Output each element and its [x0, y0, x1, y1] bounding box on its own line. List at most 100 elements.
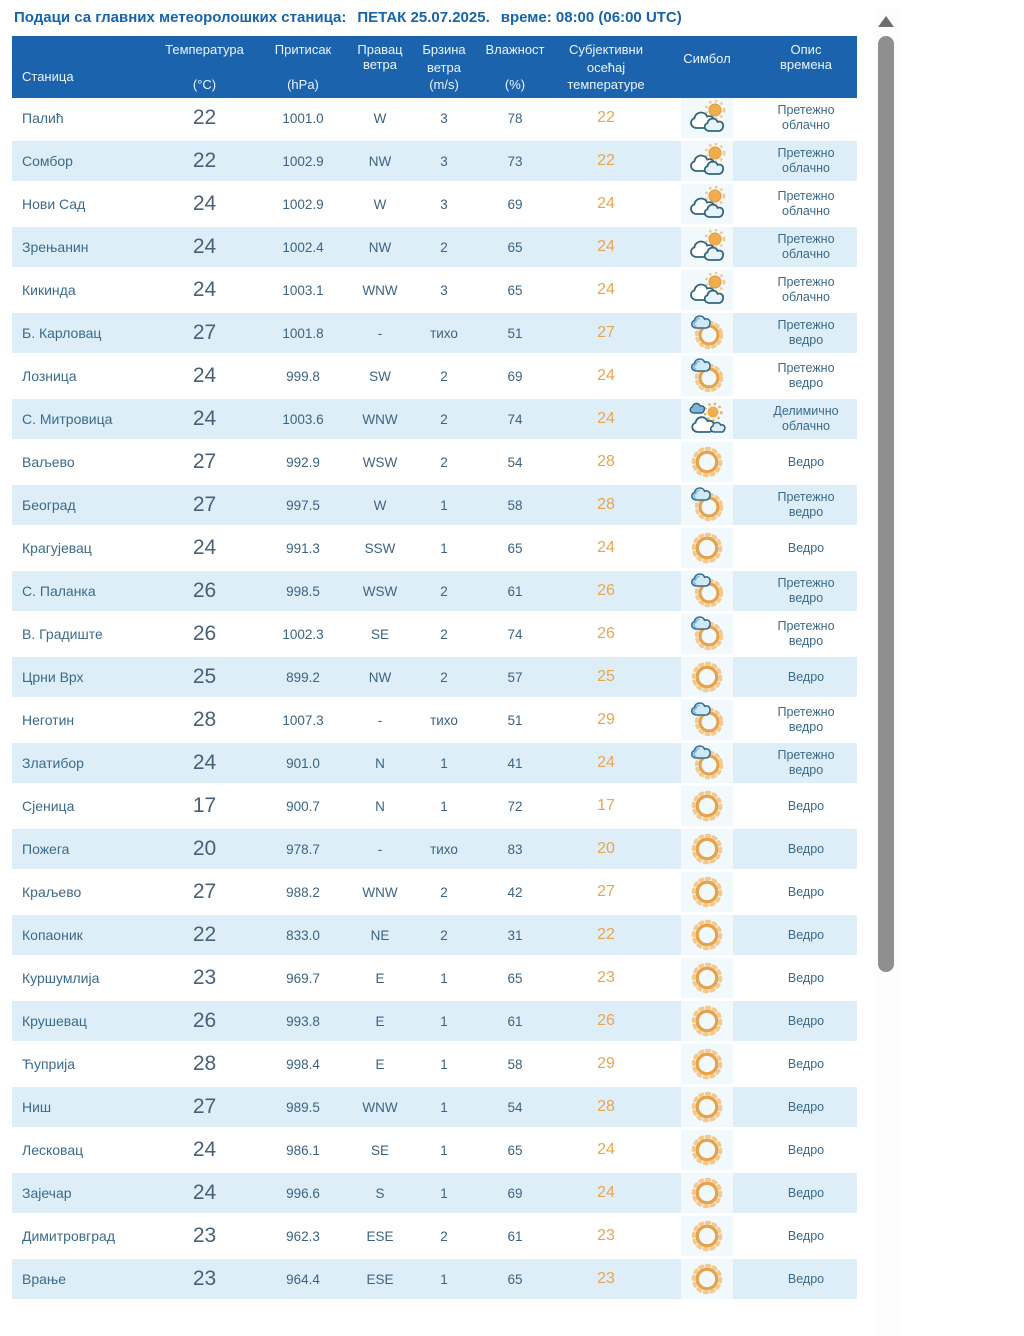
humidity-value: 61 — [477, 569, 553, 614]
wind-speed-value: 2 — [411, 1214, 477, 1259]
page-title: Подаци са главних метеоролошких станица:… — [14, 9, 1024, 26]
feels-like-value: 24 — [553, 526, 659, 571]
table-row: Сомбор 22 1002.9 NW 3 73 22 Претежно обл… — [12, 139, 857, 184]
station-name: Београд — [12, 483, 152, 528]
wind-speed-value: 1 — [411, 1171, 477, 1216]
pressure-value: 991.3 — [257, 526, 349, 571]
temperature-value: 24 — [152, 182, 257, 227]
station-name: Зрењанин — [12, 225, 152, 270]
weather-description: Претежно ведро — [755, 483, 857, 528]
wind-direction-value: NE — [349, 913, 411, 958]
wind-direction-value: E — [349, 1042, 411, 1087]
weather-description: Ведро — [755, 440, 857, 485]
weather-description: Ведро — [755, 526, 857, 571]
table-row: Крушевац 26 993.8 E 1 61 26 Ведро — [12, 999, 857, 1044]
sun-clouds-icon — [681, 399, 733, 439]
humidity-value: 69 — [477, 182, 553, 227]
wind-direction-value: SE — [349, 612, 411, 657]
feels-like-value: 28 — [553, 1085, 659, 1130]
wind-speed-value: 2 — [411, 913, 477, 958]
pressure-value: 988.2 — [257, 870, 349, 915]
sun-small-cloud-icon — [681, 700, 733, 740]
table-row: С. Паланка 26 998.5 WSW 2 61 26 Претежно… — [12, 569, 857, 614]
wind-direction-value: W — [349, 182, 411, 227]
table-row: Ваљево 27 992.9 WSW 2 54 28 Ведро — [12, 440, 857, 485]
wind-speed-value: 2 — [411, 569, 477, 614]
wind-speed-value: 1 — [411, 956, 477, 1001]
humidity-value: 73 — [477, 139, 553, 184]
wind-direction-value: E — [349, 999, 411, 1044]
wind-speed-value: 1 — [411, 1128, 477, 1173]
column-header-feels-like-2: осећај — [586, 59, 626, 75]
weather-description: Ведро — [755, 956, 857, 1001]
humidity-value: 65 — [477, 956, 553, 1001]
feels-like-value: 22 — [553, 98, 659, 141]
wind-speed-value: тихо — [411, 827, 477, 872]
weather-description: Ведро — [755, 1085, 857, 1130]
pressure-value: 1003.1 — [257, 268, 349, 313]
humidity-value: 51 — [477, 698, 553, 743]
table-row: Б. Карловац 27 1001.8 - тихо 51 27 Прете… — [12, 311, 857, 356]
sun-small-cloud-icon — [681, 313, 733, 353]
pressure-value: 962.3 — [257, 1214, 349, 1259]
scrollbar[interactable] — [874, 9, 898, 1336]
table-row: Неготин 28 1007.3 - тихо 51 29 Претежно … — [12, 698, 857, 743]
weather-description: Претежно ведро — [755, 741, 857, 786]
temperature-value: 24 — [152, 354, 257, 399]
feels-like-value: 24 — [553, 354, 659, 399]
weather-table-body: Палић 22 1001.0 W 3 78 22 Претежно облач… — [12, 98, 857, 1302]
humidity-value: 72 — [477, 784, 553, 829]
temperature-value: 24 — [152, 741, 257, 786]
wind-speed-value: 1 — [411, 1257, 477, 1302]
column-header-wind-direction-2: ветра — [363, 57, 397, 72]
wind-direction-value: WNW — [349, 268, 411, 313]
temperature-value: 28 — [152, 698, 257, 743]
table-row: Златибор 24 901.0 N 1 41 24 Претежно вед… — [12, 741, 857, 786]
wind-direction-value: SSW — [349, 526, 411, 571]
humidity-value: 41 — [477, 741, 553, 786]
table-row: Палић 22 1001.0 W 3 78 22 Претежно облач… — [12, 98, 857, 141]
column-header-humidity-unit: (%) — [504, 77, 526, 92]
table-row: Зрењанин 24 1002.4 NW 2 65 24 Претежно о… — [12, 225, 857, 270]
feels-like-value: 29 — [553, 1042, 659, 1087]
station-name: Пожега — [12, 827, 152, 872]
pressure-value: 989.5 — [257, 1085, 349, 1130]
wind-speed-value: 1 — [411, 1042, 477, 1087]
sun-small-cloud-icon — [681, 356, 733, 396]
station-name: Крушевац — [12, 999, 152, 1044]
sun-icon — [681, 1001, 733, 1041]
weather-description: Претежно ведро — [755, 354, 857, 399]
weather-description: Ведро — [755, 1171, 857, 1216]
scrollbar-thumb[interactable] — [878, 36, 894, 972]
weather-description: Ведро — [755, 999, 857, 1044]
title-time: време: 08:00 (06:00 UTC) — [500, 9, 682, 26]
weather-description: Претежно ведро — [755, 569, 857, 614]
pressure-value: 833.0 — [257, 913, 349, 958]
weather-description: Претежно облачно — [755, 182, 857, 227]
wind-direction-value: - — [349, 827, 411, 872]
humidity-value: 58 — [477, 1042, 553, 1087]
wind-speed-value: 2 — [411, 655, 477, 700]
feels-like-value: 22 — [553, 139, 659, 184]
wind-speed-value: 3 — [411, 139, 477, 184]
wind-speed-value: 2 — [411, 870, 477, 915]
station-name: В. Градиште — [12, 612, 152, 657]
table-row: Нови Сад 24 1002.9 W 3 69 24 Претежно об… — [12, 182, 857, 227]
temperature-value: 23 — [152, 956, 257, 1001]
title-label: Подаци са главних метеоролошких станица: — [14, 9, 347, 26]
column-header-humidity: Влажност — [485, 42, 545, 57]
temperature-value: 27 — [152, 483, 257, 528]
table-row: В. Градиште 26 1002.3 SE 2 74 26 Претежн… — [12, 612, 857, 657]
weather-description: Ведро — [755, 655, 857, 700]
wind-direction-value: ESE — [349, 1214, 411, 1259]
weather-description: Претежно облачно — [755, 225, 857, 270]
temperature-value: 27 — [152, 440, 257, 485]
table-header: Станица Температура (°C) Притисак (hPa) Пр… — [12, 36, 857, 98]
station-name: Нови Сад — [12, 182, 152, 227]
sun-icon — [681, 958, 733, 998]
wind-direction-value: NW — [349, 655, 411, 700]
humidity-value: 61 — [477, 999, 553, 1044]
wind-speed-value: 3 — [411, 98, 477, 141]
feels-like-value: 24 — [553, 1171, 659, 1216]
scroll-up-arrow-icon[interactable] — [878, 16, 894, 27]
